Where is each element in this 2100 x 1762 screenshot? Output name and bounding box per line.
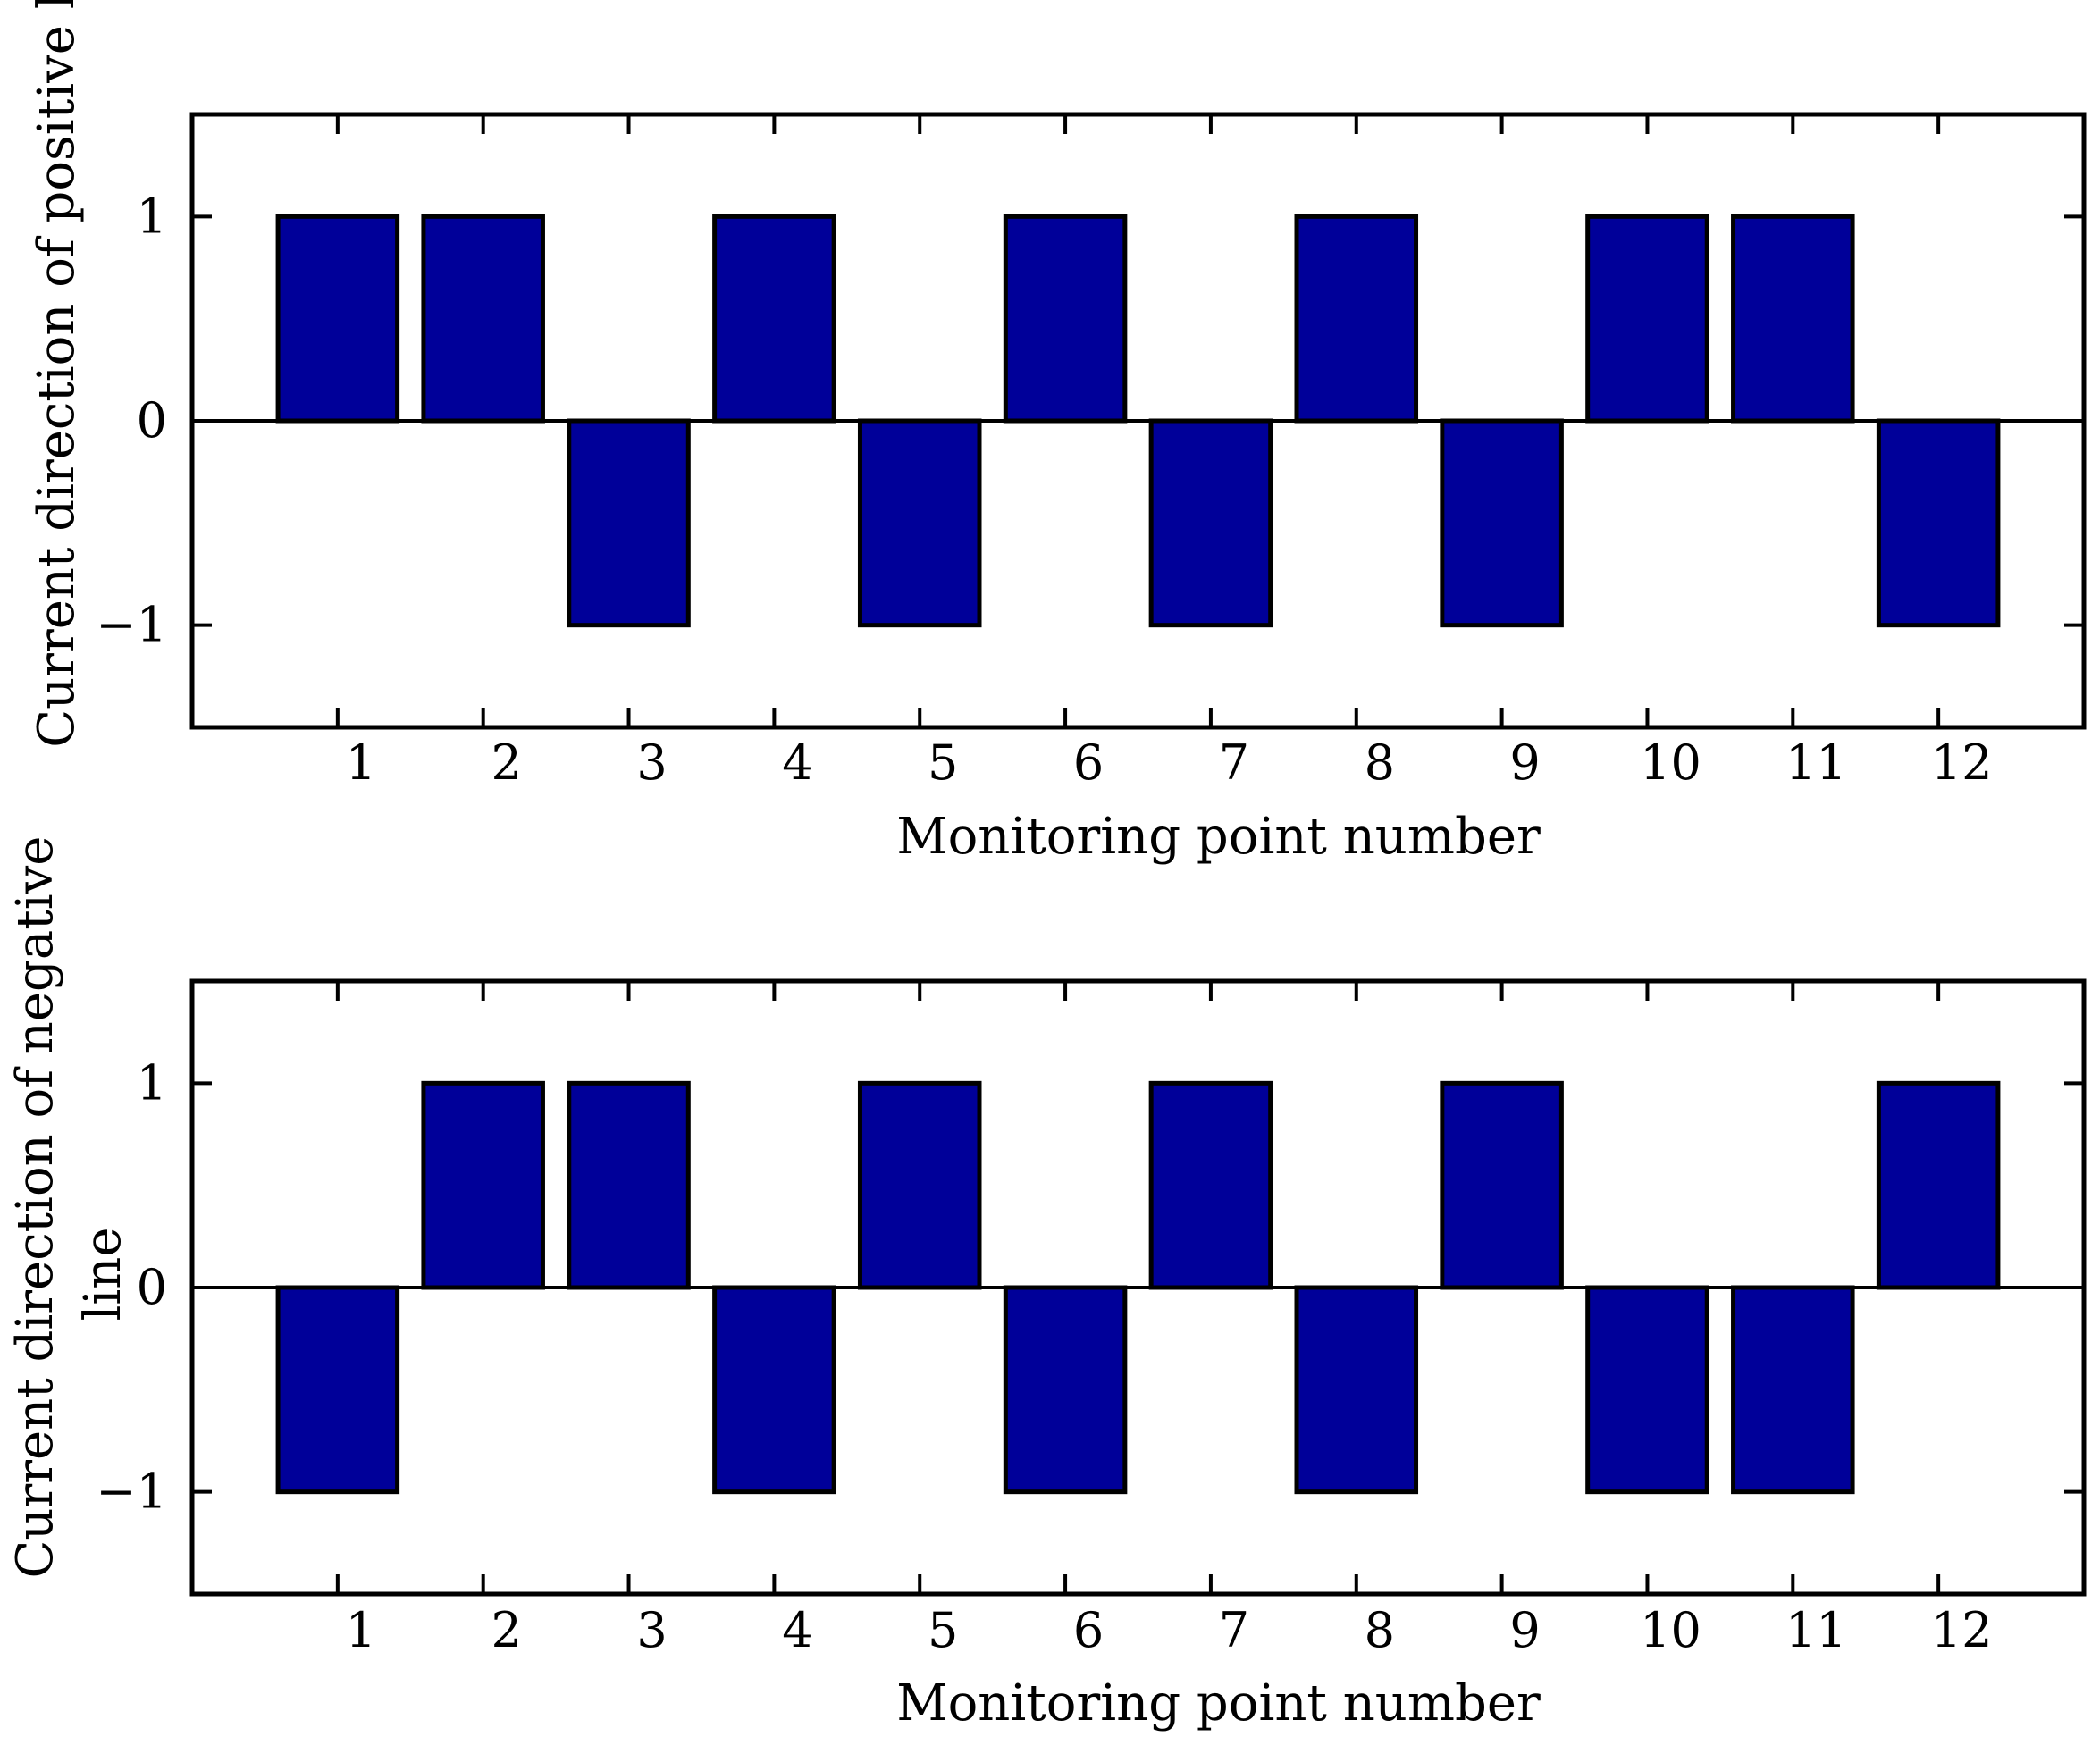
bar-4	[712, 214, 836, 424]
x-tick-label: 8	[1365, 1602, 1395, 1658]
y-tick-label: −1	[96, 597, 167, 653]
bar-9	[1440, 418, 1564, 628]
bar-10	[1585, 1285, 1709, 1495]
x-axis-label: Monitoring point number	[896, 808, 1541, 866]
x-tick-label: 11	[1785, 734, 1847, 791]
x-tick-label: 12	[1931, 734, 1993, 791]
x-tick-label: 1	[346, 1602, 376, 1658]
bar-1	[275, 1285, 400, 1495]
x-tick-label: 6	[1073, 1602, 1104, 1658]
bar-11	[1731, 1285, 1855, 1495]
x-tick-label: 10	[1640, 1602, 1701, 1658]
y-tick-label: −1	[96, 1464, 167, 1520]
x-axis-label: Monitoring point number	[896, 1674, 1541, 1733]
x-tick-label: 5	[928, 1602, 958, 1658]
bar-2	[421, 214, 545, 424]
bar-8	[1294, 1285, 1419, 1495]
x-tick-label: 12	[1931, 1602, 1993, 1658]
x-tick-label: 9	[1509, 1602, 1540, 1658]
y-tick-label: 1	[137, 1054, 167, 1111]
bar-9	[1440, 1080, 1564, 1290]
bar-12	[1876, 1080, 2001, 1290]
bar-12	[1876, 418, 2001, 628]
x-tick-label: 4	[782, 734, 812, 791]
x-tick-label: 7	[1219, 1602, 1249, 1658]
x-tick-label: 3	[636, 1602, 667, 1658]
bar-3	[567, 418, 691, 628]
x-tick-label: 4	[782, 1602, 812, 1658]
bar-6	[1003, 1285, 1128, 1495]
bar-5	[857, 418, 982, 628]
bar-10	[1585, 214, 1709, 424]
bar-1	[275, 214, 400, 424]
x-tick-label: 11	[1785, 1602, 1847, 1658]
x-tick-label: 9	[1509, 734, 1540, 791]
bar-2	[421, 1080, 545, 1290]
y-tick-label: 0	[137, 392, 167, 449]
y-axis-label: Current direction of positive line	[28, 0, 86, 748]
y-axis-label: Current direction of negative	[6, 836, 64, 1579]
x-tick-label: 10	[1640, 734, 1701, 791]
x-tick-label: 3	[636, 734, 667, 791]
y-tick-label: 0	[137, 1259, 167, 1315]
x-tick-label: 1	[346, 734, 376, 791]
bar-7	[1148, 418, 1273, 628]
bar-8	[1294, 214, 1419, 424]
bar-11	[1731, 214, 1855, 424]
bar-4	[712, 1285, 836, 1495]
bar-5	[857, 1080, 982, 1290]
x-tick-label: 8	[1365, 734, 1395, 791]
y-tick-label: 1	[137, 188, 167, 244]
bar-3	[567, 1080, 691, 1290]
x-tick-label: 6	[1073, 734, 1104, 791]
bar-6	[1003, 214, 1128, 424]
x-tick-label: 2	[491, 1602, 522, 1658]
x-tick-label: 5	[928, 734, 958, 791]
y-axis-label: line	[74, 1227, 132, 1321]
bar-7	[1148, 1080, 1273, 1290]
x-tick-label: 7	[1219, 734, 1249, 791]
x-tick-label: 2	[491, 734, 522, 791]
